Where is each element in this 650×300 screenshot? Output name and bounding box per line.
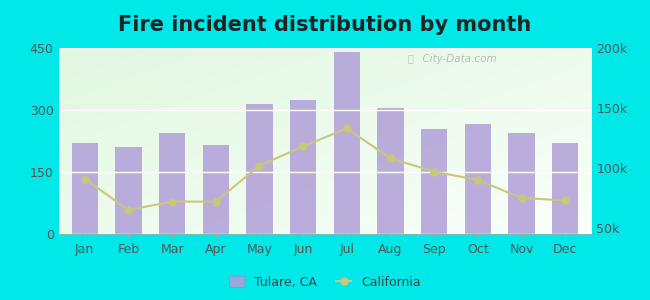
Bar — [115, 147, 142, 234]
Text: Fire incident distribution by month: Fire incident distribution by month — [118, 15, 532, 35]
Bar — [159, 133, 185, 234]
Bar — [552, 143, 578, 234]
Text: City-Data.com: City-Data.com — [415, 54, 496, 64]
Bar — [246, 104, 272, 234]
Bar — [465, 124, 491, 234]
Bar — [203, 145, 229, 234]
Bar — [508, 133, 535, 234]
Bar — [290, 100, 317, 234]
Text: ⓘ: ⓘ — [408, 54, 413, 64]
Bar — [72, 143, 98, 234]
Bar — [333, 52, 360, 234]
Legend: Tulare, CA, California: Tulare, CA, California — [224, 271, 426, 294]
Bar — [378, 108, 404, 234]
Bar — [421, 129, 447, 234]
